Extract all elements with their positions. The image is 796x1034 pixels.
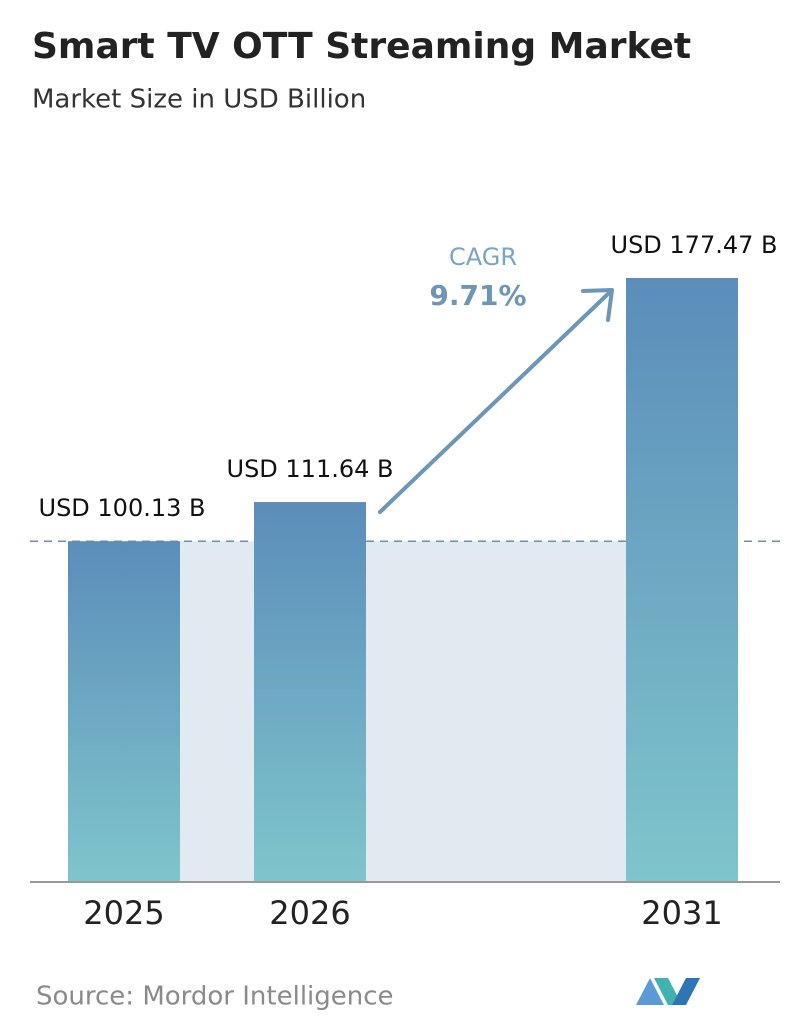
cagr-arrowhead — [581, 288, 614, 322]
x-tick-label: 2025 — [83, 894, 164, 932]
bar — [626, 278, 738, 882]
source: Source: Mordor Intelligence — [36, 982, 394, 1012]
chart-subtitle: Market Size in USD Billion — [32, 85, 366, 115]
x-tick-label: 2031 — [641, 894, 722, 932]
bar — [254, 502, 366, 882]
value-label: USD 177.47 B — [611, 231, 778, 259]
bar — [68, 541, 180, 882]
x-tick-label: 2026 — [269, 894, 350, 932]
value-label: USD 100.13 B — [39, 494, 206, 522]
cagr-value: 9.71% — [429, 279, 526, 312]
cagr-label: CAGR — [449, 243, 517, 271]
cagr-arrow — [378, 290, 612, 514]
logo — [636, 978, 700, 1005]
chart-title: Smart TV OTT Streaming Market — [32, 26, 691, 67]
value-label: USD 111.64 B — [227, 455, 394, 483]
